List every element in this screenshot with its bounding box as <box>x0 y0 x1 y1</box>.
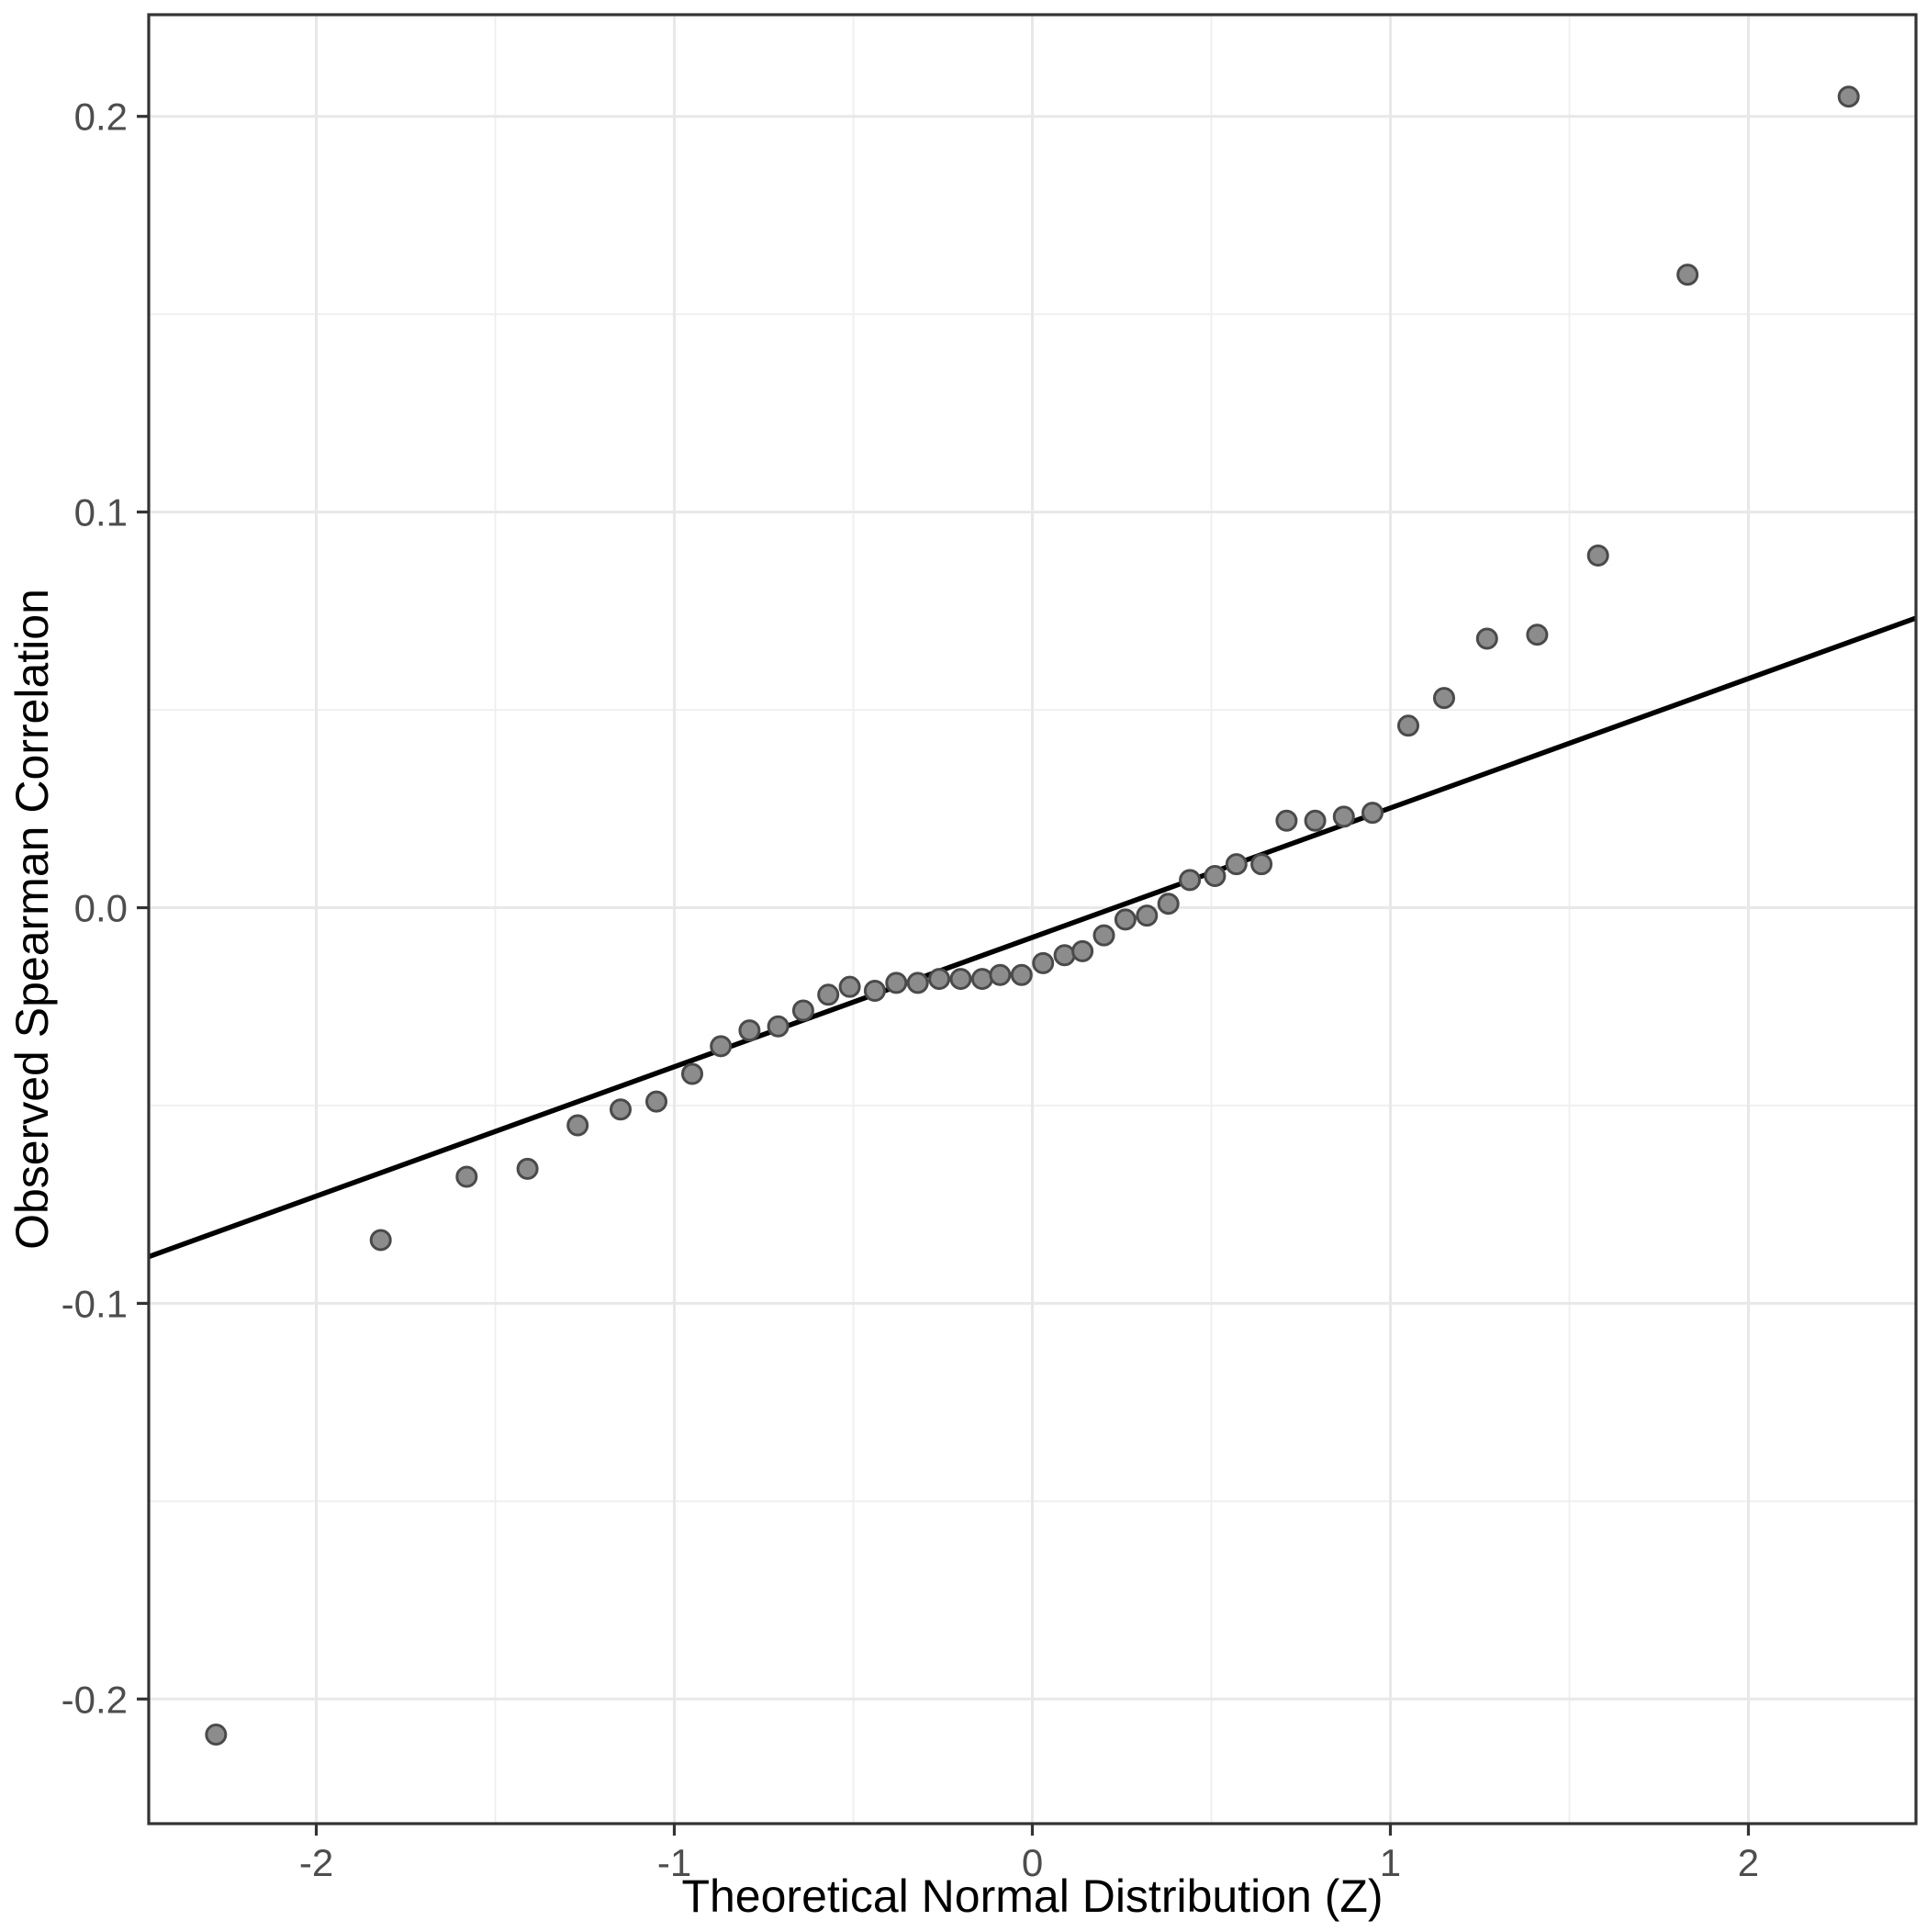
data-point <box>949 968 972 991</box>
data-point <box>1225 853 1248 876</box>
x-axis-tick-labels: -2 -1 0 1 2 <box>299 1841 1759 1884</box>
data-point <box>369 1229 392 1252</box>
data-point <box>906 972 929 994</box>
x-tick-label: 1 <box>1380 1841 1401 1884</box>
data-point <box>1157 893 1180 915</box>
data-point <box>1304 809 1327 832</box>
data-point <box>610 1098 633 1121</box>
data-point <box>1250 853 1273 876</box>
data-point <box>738 1019 761 1042</box>
data-point <box>1053 944 1076 967</box>
data-point <box>681 1062 704 1085</box>
data-point <box>791 999 814 1022</box>
data-point <box>1275 809 1298 832</box>
y-tick-label: -0.1 <box>62 1282 128 1325</box>
data-point <box>1114 908 1137 931</box>
data-point <box>767 1015 790 1038</box>
y-tick-label: -0.2 <box>62 1678 128 1721</box>
data-point <box>1475 627 1498 650</box>
y-tick-label: 0.0 <box>74 887 128 930</box>
data-point <box>710 1035 733 1058</box>
y-axis-tick-labels: -0.2 -0.1 0.0 0.1 0.2 <box>62 95 128 1722</box>
data-point <box>1676 264 1699 286</box>
data-point <box>1010 963 1033 986</box>
data-point <box>1586 545 1609 567</box>
data-point <box>516 1157 539 1180</box>
data-point <box>1071 939 1094 962</box>
data-point <box>1032 951 1055 974</box>
data-point <box>1396 714 1419 737</box>
data-point <box>970 968 993 991</box>
major-gridlines <box>149 15 1916 1824</box>
y-tick-label: 0.2 <box>74 95 128 139</box>
data-point <box>1837 85 1860 108</box>
y-axis-title: Observed Spearman Correlation <box>6 589 58 1250</box>
data-point <box>928 968 951 991</box>
y-tick-label: 0.1 <box>74 491 128 534</box>
data-point <box>205 1724 228 1747</box>
data-point <box>1332 805 1355 828</box>
data-point <box>1204 865 1227 888</box>
data-point <box>838 975 861 998</box>
x-tick-label: 2 <box>1738 1841 1759 1884</box>
data-point <box>1432 687 1455 710</box>
x-tick-label: 0 <box>1022 1841 1043 1884</box>
axis-tick-marks <box>137 115 1751 1836</box>
x-tick-label: -2 <box>299 1841 333 1884</box>
scatter-points <box>205 85 1860 1747</box>
data-point <box>989 963 1012 986</box>
data-point <box>645 1090 668 1113</box>
x-axis-title: Theoretical Normal Distribution (Z) <box>681 1870 1383 1922</box>
x-tick-label: -1 <box>657 1841 691 1884</box>
data-point <box>885 972 908 994</box>
data-point <box>566 1114 589 1137</box>
data-point <box>455 1165 478 1188</box>
data-point <box>1136 904 1159 927</box>
data-point <box>1179 869 1202 892</box>
data-point <box>1092 924 1115 947</box>
data-point <box>1361 802 1384 825</box>
data-point <box>863 979 886 1002</box>
data-point <box>817 983 840 1006</box>
data-point <box>1526 623 1549 646</box>
qq-reference-line <box>148 615 1917 1260</box>
